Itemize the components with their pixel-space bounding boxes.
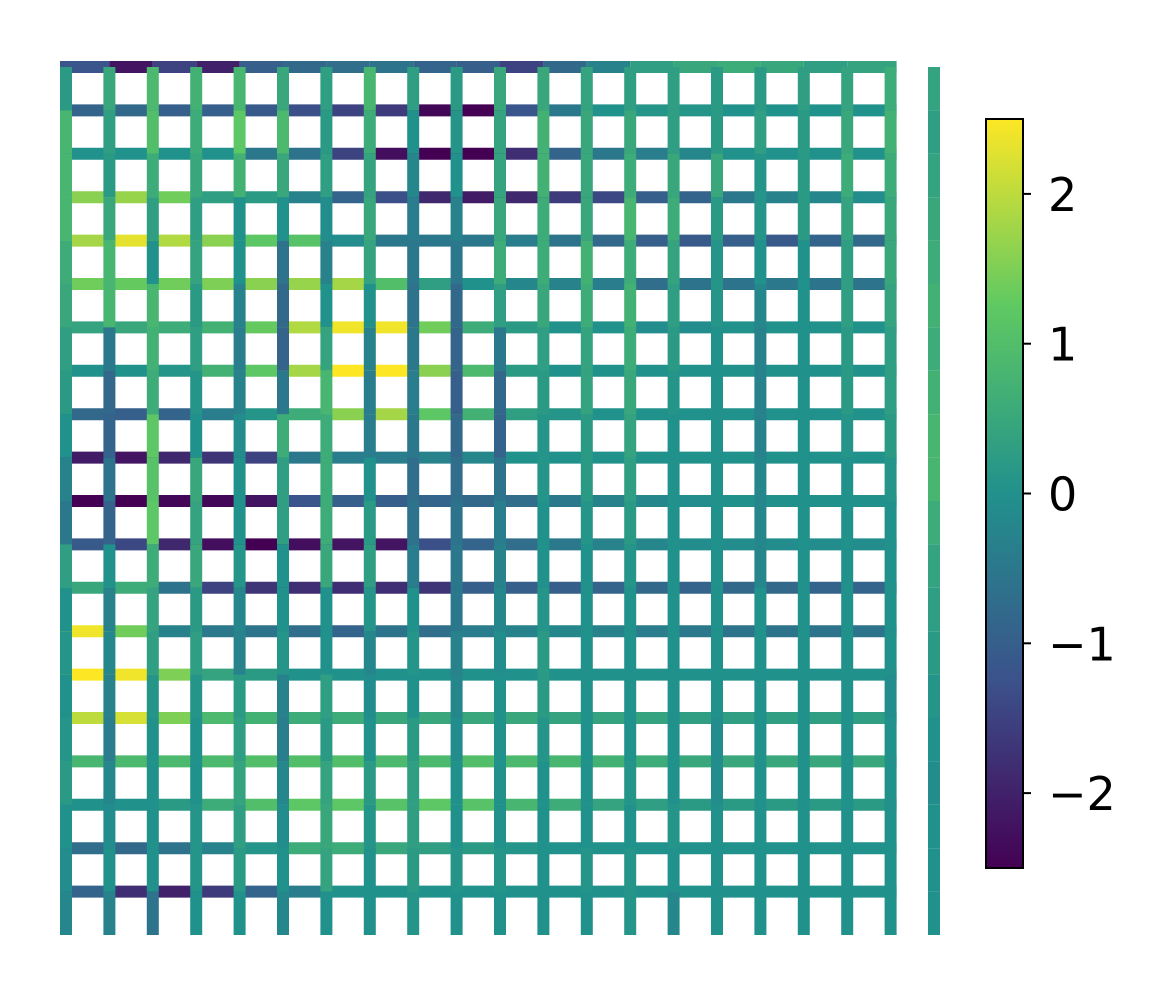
- colorbar-tick-label: 2: [1048, 168, 1077, 222]
- colorbar-tick-label: −2: [1048, 767, 1116, 821]
- colorbar-tick-label: 0: [1048, 468, 1077, 522]
- edge-grid: [60, 61, 940, 935]
- colorbar-tick-label: −1: [1048, 617, 1116, 671]
- colorbar-gradient: [985, 118, 1024, 869]
- colorbar: −2 −1 0 1 2: [985, 118, 1116, 869]
- colorbar-tick-label: 1: [1048, 318, 1077, 372]
- colorbar-ticks: −2 −1 0 1 2: [1023, 168, 1116, 821]
